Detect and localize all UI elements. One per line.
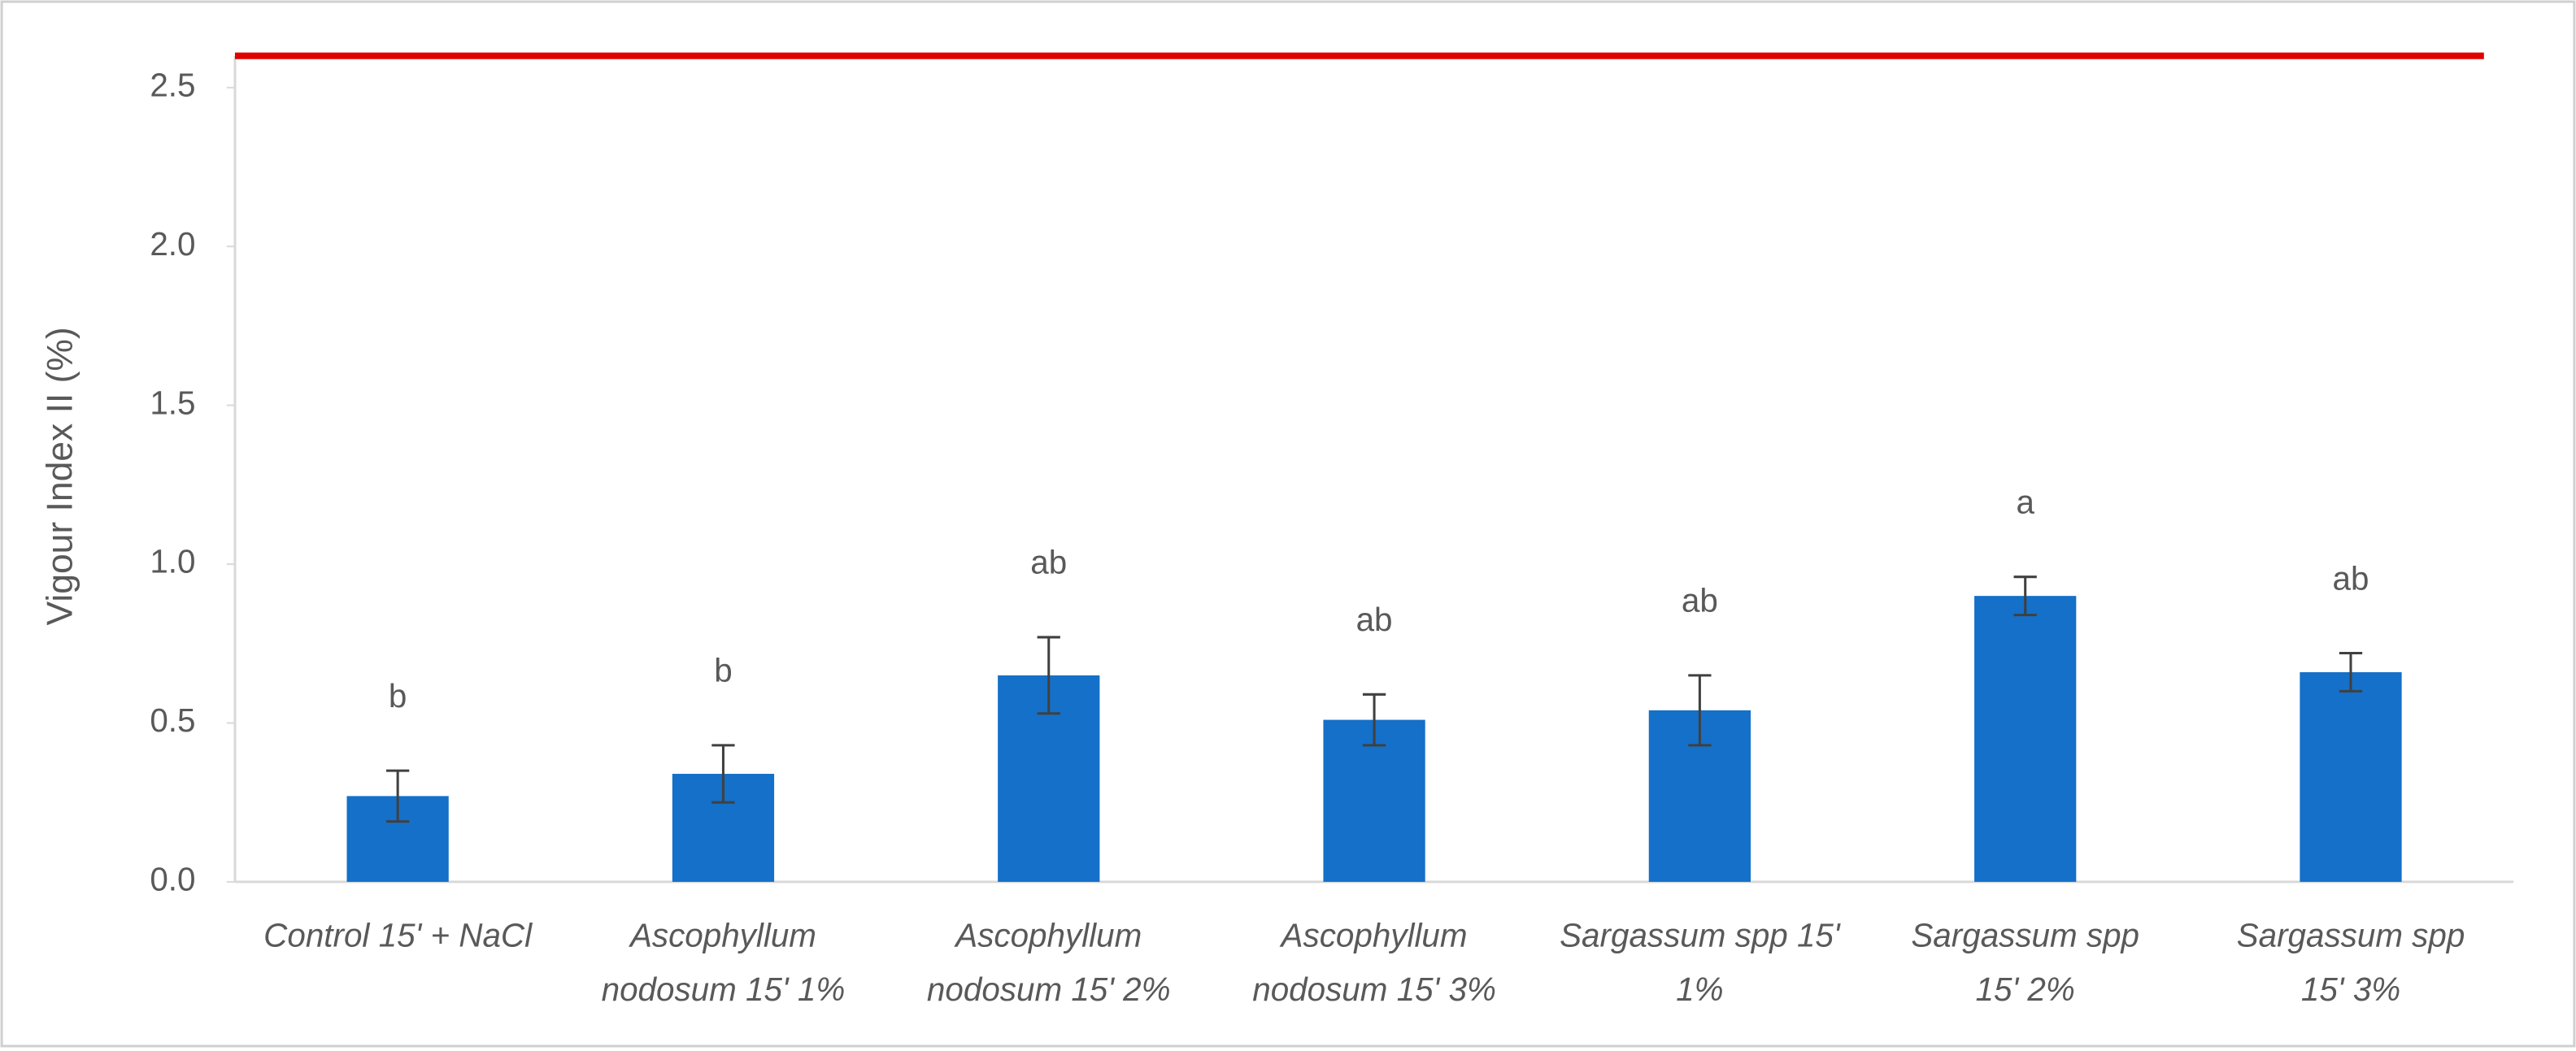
- bar: [2300, 671, 2402, 882]
- x-tick-label: Control 15' + NaCl: [263, 916, 533, 953]
- x-tick-label: 15' 3%: [2301, 971, 2400, 1008]
- x-tick-label: nodosum 15' 3%: [1252, 971, 1496, 1008]
- x-tick-label: Ascophyllum: [1280, 916, 1468, 953]
- annotation: ab: [1682, 582, 1718, 619]
- x-tick-label: Ascophyllum: [954, 916, 1142, 953]
- x-tick-label: nodosum 15' 1%: [602, 971, 846, 1008]
- annotation: b: [389, 677, 407, 714]
- y-tick-label: 1.5: [150, 384, 195, 421]
- x-tick-label: nodosum 15' 2%: [927, 971, 1171, 1008]
- x-tick-label: Sargassum spp: [2237, 916, 2465, 953]
- x-tick-label: Ascophyllum: [629, 916, 816, 953]
- annotation: b: [714, 652, 732, 689]
- annotation: a: [2016, 483, 2034, 520]
- y-tick-label: 2.0: [150, 225, 195, 263]
- annotation: ab: [1356, 601, 1393, 638]
- bar: [1323, 719, 1425, 882]
- x-tick-label: Sargassum spp 15': [1560, 916, 1841, 953]
- y-tick-label: 2.5: [150, 66, 195, 103]
- annotation: ab: [2333, 559, 2369, 597]
- bar: [1974, 596, 2077, 882]
- x-tick-label: Sargassum spp: [1911, 916, 2139, 953]
- y-tick-label: 1.0: [150, 543, 195, 580]
- y-axis-title: Vigour Index II (%): [41, 327, 80, 625]
- annotation: ab: [1030, 544, 1067, 581]
- y-tick-label: 0.5: [150, 701, 195, 739]
- y-tick-label: 0.0: [150, 861, 195, 898]
- x-tick-label: 15' 2%: [1976, 971, 2075, 1008]
- x-tick-label: 1%: [1676, 971, 1723, 1008]
